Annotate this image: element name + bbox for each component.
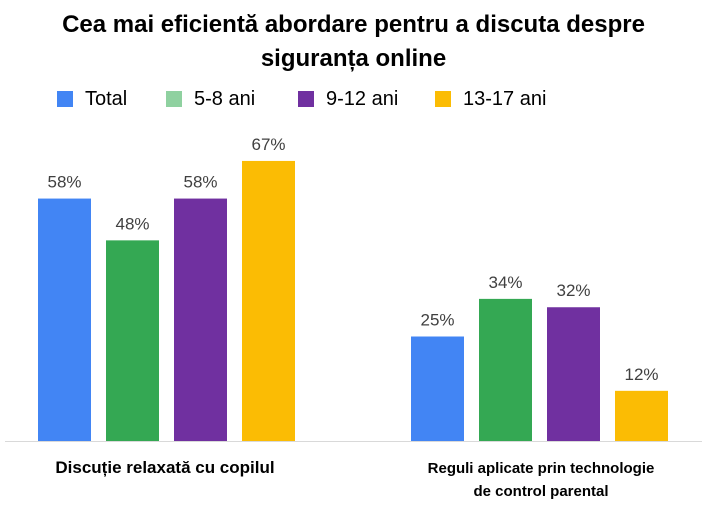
bar-total-discutie (38, 198, 91, 441)
bar-5-8-reguli (479, 298, 532, 441)
category-label-reguli-line-1: Reguli aplicate prin technologie (427, 460, 655, 477)
bar-total-reguli (411, 336, 464, 441)
legend-item-5-8: 5-8 ani (166, 86, 255, 112)
data-label-13-17-reguli: 12% (624, 365, 658, 384)
data-label-9-12-discutie: 58% (183, 173, 217, 192)
legend-item-total: Total (57, 86, 127, 112)
legend-label-13-17: 13-17 ani (463, 87, 547, 110)
legend-item-9-12: 9-12 ani (298, 86, 398, 112)
bar-9-12-reguli (547, 307, 600, 441)
bar-9-12-discutie (174, 198, 227, 441)
category-label-discutie-line-1: Discuție relaxată cu copilul (55, 458, 275, 477)
category-label-reguli-line-2: de control parental (473, 483, 609, 500)
legend-label-5-8: 5-8 ani (194, 87, 256, 110)
bar-5-8-discutie (106, 240, 159, 441)
data-label-total-discutie: 58% (47, 173, 81, 192)
bar-13-17-discutie (242, 160, 295, 441)
chart-title: Cea mai eficientă abordare pentru a disc… (0, 8, 707, 76)
data-label-total-reguli: 25% (420, 311, 454, 330)
category-label-reguli: Reguli aplicate prin technologie de cont… (380, 457, 702, 503)
legend-label-total: Total (85, 87, 128, 110)
legend-item-13-17: 13-17 ani (435, 86, 546, 112)
data-label-13-17-discutie: 67% (251, 135, 285, 154)
bar-13-17-reguli (615, 390, 668, 441)
legend-swatch-9-12 (298, 91, 314, 107)
legend-swatch-total (57, 91, 73, 107)
chart-title-line-2: siguranța online (260, 45, 447, 72)
legend: Total 5-8 ani 9-12 ani 13-17 ani (0, 86, 707, 112)
data-label-5-8-reguli: 34% (488, 273, 522, 292)
legend-swatch-5-8 (166, 91, 182, 107)
category-label-discutie: Discuție relaxată cu copilul (10, 457, 320, 479)
data-label-5-8-discutie: 48% (115, 214, 149, 233)
legend-swatch-13-17 (435, 91, 451, 107)
legend-label-9-12: 9-12 ani (326, 87, 399, 110)
data-label-9-12-reguli: 32% (556, 281, 590, 300)
chart-title-line-1: Cea mai eficientă abordare pentru a disc… (62, 11, 645, 38)
